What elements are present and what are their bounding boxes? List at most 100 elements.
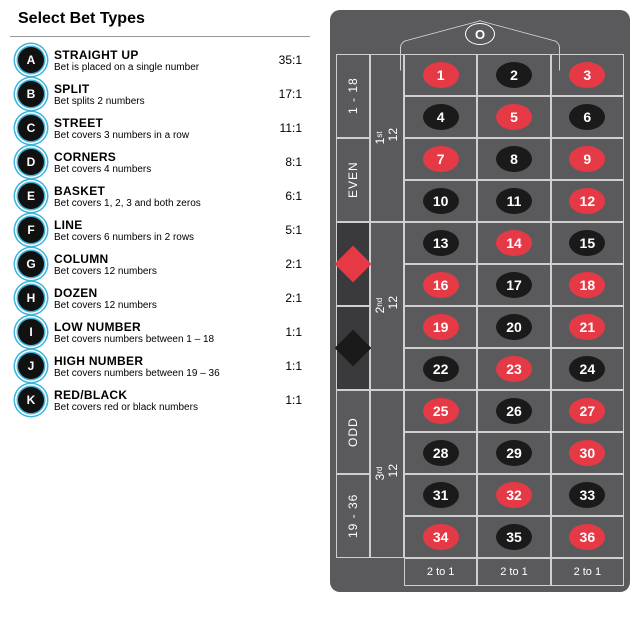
number-cell: 20 (477, 306, 550, 348)
number-oval: 32 (496, 482, 532, 508)
table-grid: 1 - 181st12123456EVEN7891011122nd1213141… (336, 54, 624, 586)
outside-bet: 1 - 18 (336, 54, 370, 138)
number-oval: 8 (496, 146, 532, 172)
number-cell: 22 (404, 348, 477, 390)
bet-chip-icon: I (18, 319, 44, 345)
bet-desc: Bet covers 12 numbers (54, 300, 262, 311)
bet-info: COLUMN Bet covers 12 numbers (54, 252, 262, 277)
outside-bet: 19 - 36 (336, 474, 370, 558)
bet-name: STRAIGHT UP (54, 48, 262, 62)
bet-chip-icon: J (18, 353, 44, 379)
bet-desc: Bet covers 12 numbers (54, 266, 262, 277)
number-cell: 21 (551, 306, 624, 348)
zero-oval: O (465, 23, 495, 45)
number-cell: 14 (477, 222, 550, 264)
bet-desc: Bet covers 1, 2, 3 and both zeros (54, 198, 262, 209)
bet-info: STRAIGHT UP Bet is placed on a single nu… (54, 48, 262, 73)
column-bet: 2 to 1 (551, 558, 624, 586)
number-oval: 22 (423, 356, 459, 382)
outside-red (336, 222, 370, 306)
number-cell: 34 (404, 516, 477, 558)
number-cell: 32 (477, 474, 550, 516)
number-oval: 23 (496, 356, 532, 382)
number-oval: 10 (423, 188, 459, 214)
dozen-bet: 3rd12 (370, 390, 404, 558)
number-cell: 13 (404, 222, 477, 264)
number-oval: 9 (569, 146, 605, 172)
number-cell: 36 (551, 516, 624, 558)
bet-list: A STRAIGHT UP Bet is placed on a single … (10, 47, 310, 413)
number-cell: 8 (477, 138, 550, 180)
number-cell: 11 (477, 180, 550, 222)
roulette-table: O 1 - 181st12123456EVEN7891011122nd12131… (330, 10, 630, 592)
number-oval: 33 (569, 482, 605, 508)
bet-chip-icon: A (18, 47, 44, 73)
bet-name: LOW NUMBER (54, 320, 262, 334)
red-diamond-icon (335, 246, 372, 283)
bet-desc: Bet covers 3 numbers in a row (54, 130, 262, 141)
number-oval: 7 (423, 146, 459, 172)
number-oval: 29 (496, 440, 532, 466)
bet-chip-icon: F (18, 217, 44, 243)
number-oval: 18 (569, 272, 605, 298)
bet-payout: 35:1 (272, 53, 302, 67)
bet-payout: 6:1 (272, 189, 302, 203)
bet-info: LOW NUMBER Bet covers numbers between 1 … (54, 320, 262, 345)
number-cell: 18 (551, 264, 624, 306)
number-cell: 26 (477, 390, 550, 432)
bet-row: B SPLIT Bet splits 2 numbers 17:1 (18, 81, 302, 107)
bet-payout: 2:1 (272, 257, 302, 271)
number-oval: 16 (423, 272, 459, 298)
bet-chip-icon: B (18, 81, 44, 107)
number-cell: 17 (477, 264, 550, 306)
bet-chip-icon: E (18, 183, 44, 209)
bet-desc: Bet covers numbers between 19 – 36 (54, 368, 262, 379)
bet-desc: Bet splits 2 numbers (54, 96, 262, 107)
number-cell: 9 (551, 138, 624, 180)
outside-bet: EVEN (336, 138, 370, 222)
bet-name: CORNERS (54, 150, 262, 164)
bet-desc: Bet covers 6 numbers in 2 rows (54, 232, 262, 243)
number-oval: 36 (569, 524, 605, 550)
bet-info: STREET Bet covers 3 numbers in a row (54, 116, 262, 141)
number-cell: 29 (477, 432, 550, 474)
number-oval: 4 (423, 104, 459, 130)
bet-info: SPLIT Bet splits 2 numbers (54, 82, 262, 107)
bet-info: CORNERS Bet covers 4 numbers (54, 150, 262, 175)
bet-desc: Bet is placed on a single number (54, 62, 262, 73)
number-cell: 28 (404, 432, 477, 474)
bet-row: C STREET Bet covers 3 numbers in a row 1… (18, 115, 302, 141)
bet-payout: 1:1 (272, 393, 302, 407)
roulette-panel: O 1 - 181st12123456EVEN7891011122nd12131… (330, 10, 630, 592)
bet-chip-icon: H (18, 285, 44, 311)
number-oval: 19 (423, 314, 459, 340)
number-oval: 27 (569, 398, 605, 424)
bet-row: F LINE Bet covers 6 numbers in 2 rows 5:… (18, 217, 302, 243)
number-oval: 31 (423, 482, 459, 508)
bet-info: DOZEN Bet covers 12 numbers (54, 286, 262, 311)
bet-info: RED/BLACK Bet covers red or black number… (54, 388, 262, 413)
bet-name: LINE (54, 218, 262, 232)
bet-payout: 8:1 (272, 155, 302, 169)
bet-row: H DOZEN Bet covers 12 numbers 2:1 (18, 285, 302, 311)
number-oval: 34 (423, 524, 459, 550)
bet-desc: Bet covers numbers between 1 – 18 (54, 334, 262, 345)
number-cell: 4 (404, 96, 477, 138)
number-oval: 5 (496, 104, 532, 130)
bet-payout: 11:1 (272, 121, 302, 135)
number-oval: 13 (423, 230, 459, 256)
bet-chip-icon: G (18, 251, 44, 277)
number-oval: 24 (569, 356, 605, 382)
bet-row: D CORNERS Bet covers 4 numbers 8:1 (18, 149, 302, 175)
number-cell: 24 (551, 348, 624, 390)
number-oval: 11 (496, 188, 532, 214)
bet-payout: 2:1 (272, 291, 302, 305)
bet-chip-icon: K (18, 387, 44, 413)
number-cell: 10 (404, 180, 477, 222)
dozen-bet: 2nd12 (370, 222, 404, 390)
number-oval: 14 (496, 230, 532, 256)
bet-payout: 1:1 (272, 325, 302, 339)
number-cell: 16 (404, 264, 477, 306)
number-cell: 25 (404, 390, 477, 432)
bet-name: COLUMN (54, 252, 262, 266)
